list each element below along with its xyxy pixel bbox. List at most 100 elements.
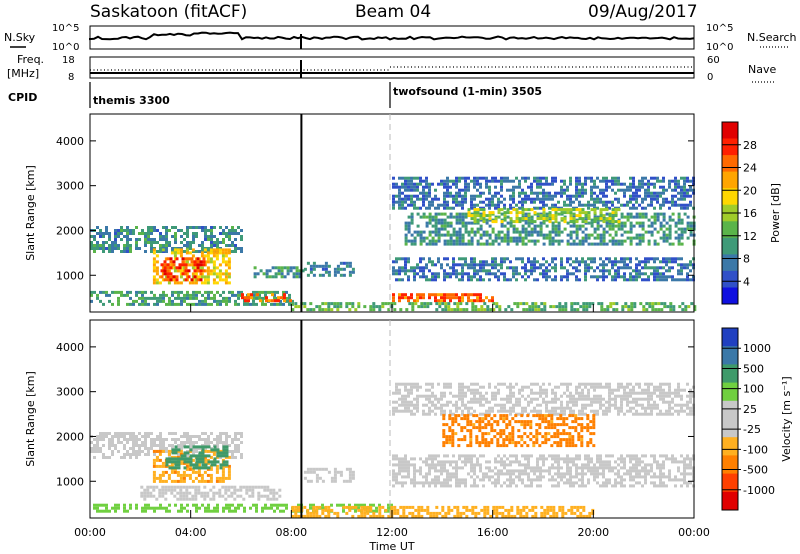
range-cell [608, 214, 612, 218]
range-cell [387, 308, 391, 312]
range-cell [210, 241, 213, 244]
range-cell [536, 266, 539, 270]
range-cell [176, 470, 180, 474]
range-cell [509, 260, 512, 264]
range-cell [515, 397, 518, 401]
range-cell [165, 438, 168, 441]
range-cell [449, 293, 452, 297]
range-cell [212, 497, 216, 501]
range-cell [395, 481, 398, 485]
range-cell [521, 200, 524, 204]
range-cell [458, 242, 462, 246]
range-cell [428, 463, 431, 467]
range-cell [224, 278, 228, 282]
range-cell [505, 414, 509, 418]
range-cell [212, 485, 216, 489]
range-cell [387, 302, 391, 306]
range-cell [96, 296, 99, 300]
range-cell [209, 251, 213, 255]
range-cell [463, 426, 467, 430]
range-cell [562, 420, 566, 424]
range-cell [650, 176, 653, 180]
range-cell [683, 194, 686, 198]
range-cell [123, 293, 126, 297]
range-cell [551, 400, 554, 404]
range-cell [177, 229, 180, 232]
range-cell [309, 308, 313, 312]
range-cell [392, 200, 395, 204]
range-cell [671, 218, 675, 222]
range-cell [617, 220, 621, 224]
range-cell [246, 302, 249, 306]
range-cell [538, 423, 542, 427]
y-tick-label: 1000 [56, 269, 84, 282]
range-cell [443, 197, 446, 201]
range-cell [126, 441, 129, 444]
range-cell [460, 429, 464, 433]
range-cell [237, 247, 240, 250]
range-cell [494, 220, 498, 224]
range-cell [138, 247, 141, 250]
range-cell [624, 302, 628, 306]
range-cell [202, 260, 206, 264]
range-cell [485, 185, 488, 189]
range-cell [449, 221, 453, 225]
range-cell [511, 441, 515, 445]
range-cell [240, 456, 243, 459]
range-cell [172, 263, 176, 267]
range-cell [584, 382, 587, 386]
range-cell [593, 211, 597, 215]
range-cell [599, 239, 603, 243]
range-cell [563, 220, 567, 224]
range-cell [590, 385, 593, 389]
range-cell [165, 250, 168, 253]
range-cell [449, 400, 452, 404]
range-cell [188, 467, 192, 471]
range-cell [580, 441, 584, 445]
range-cell [524, 233, 528, 237]
range-cell [689, 179, 692, 183]
range-cell [312, 267, 316, 271]
range-cell [375, 506, 378, 510]
range-cell [448, 435, 452, 439]
range-cell [111, 450, 114, 453]
range-cell [186, 457, 190, 461]
range-cell [677, 412, 680, 416]
range-cell [481, 417, 485, 421]
range-cell [535, 441, 539, 445]
range-cell [554, 214, 558, 218]
range-cell [273, 296, 276, 300]
range-cell [206, 260, 210, 264]
range-cell [227, 455, 231, 459]
range-cell [152, 464, 156, 468]
range-cell [231, 241, 234, 244]
range-cell [123, 456, 126, 459]
range-cell [407, 194, 410, 198]
range-cell [417, 305, 421, 309]
range-cell [575, 257, 578, 261]
range-cell [407, 275, 410, 279]
range-cell [155, 458, 159, 462]
range-cell [390, 503, 393, 507]
range-cell [558, 308, 562, 312]
range-cell [478, 444, 482, 448]
range-cell [554, 257, 557, 261]
range-cell [614, 230, 618, 234]
range-cell [135, 244, 138, 247]
range-cell [689, 224, 693, 228]
range-cell [398, 203, 401, 207]
range-cell [252, 302, 255, 306]
range-cell [351, 270, 355, 274]
range-cell [485, 263, 488, 267]
range-cell [102, 302, 105, 306]
range-cell [455, 275, 458, 279]
range-cell [494, 275, 497, 279]
range-cell [608, 391, 611, 395]
range-cell [515, 239, 519, 243]
range-cell [587, 217, 591, 221]
range-cell [416, 185, 419, 189]
range-cell [467, 208, 471, 212]
range-cell [653, 185, 656, 189]
range-cell [505, 417, 509, 421]
range-cell [152, 263, 156, 267]
